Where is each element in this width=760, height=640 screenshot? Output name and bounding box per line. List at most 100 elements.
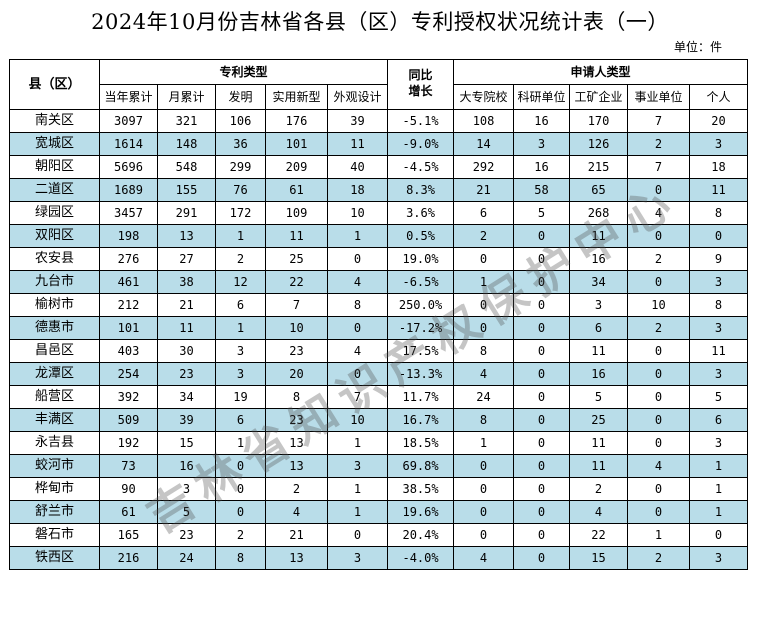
cell-individual: 1 (689, 454, 749, 478)
cell-univ: 24 (453, 385, 515, 409)
cell-utility: 209 (265, 155, 328, 179)
col-header-research: 科研单位 (513, 84, 571, 110)
cell-utility: 2 (265, 477, 328, 501)
cell-design: 18 (326, 178, 389, 202)
cell-month: 23 (157, 362, 216, 386)
cell-design: 39 (326, 109, 389, 133)
cell-industry: 2 (569, 477, 629, 501)
cell-individual: 1 (689, 477, 749, 501)
cell-month: 23 (157, 523, 216, 547)
county-name-cell: 磐石市 (9, 523, 100, 547)
table-row: 永吉县 192 15 1 13 1 18.5% 1 0 11 0 3 (9, 431, 749, 455)
cell-utility: 20 (265, 362, 328, 386)
cell-research: 58 (513, 178, 571, 202)
table-row: 蛟河市 73 16 0 13 3 69.8% 0 0 11 4 1 (9, 454, 749, 478)
cell-invention: 106 (215, 109, 266, 133)
cell-design: 0 (326, 316, 389, 340)
table-row: 舒兰市 61 5 0 4 1 19.6% 0 0 4 0 1 (9, 500, 749, 524)
cell-month: 13 (157, 224, 216, 248)
cell-month: 30 (157, 339, 216, 363)
cell-individual: 1 (689, 500, 749, 524)
cell-univ: 292 (453, 155, 515, 179)
cell-month: 21 (157, 293, 216, 317)
cell-year: 212 (99, 293, 158, 317)
cell-month: 24 (157, 546, 216, 570)
cell-month: 3 (157, 477, 216, 501)
cell-industry: 6 (569, 316, 629, 340)
cell-industry: 215 (569, 155, 629, 179)
cell-design: 0 (326, 362, 389, 386)
cell-individual: 3 (689, 316, 749, 340)
cell-year: 101 (99, 316, 158, 340)
cell-research: 5 (513, 201, 571, 225)
cell-inst: 0 (627, 477, 691, 501)
cell-design: 1 (326, 431, 389, 455)
cell-month: 148 (157, 132, 216, 156)
cell-utility: 4 (265, 500, 328, 524)
cell-individual: 0 (689, 523, 749, 547)
yoy-header: 同比增长 (387, 59, 455, 110)
cell-inst: 0 (627, 339, 691, 363)
cell-univ: 14 (453, 132, 515, 156)
cell-yoy: 3.6% (387, 201, 455, 225)
cell-year: 3457 (99, 201, 158, 225)
cell-design: 4 (326, 270, 389, 294)
table-row: 绿园区 3457 291 172 109 10 3.6% 6 5 268 4 8 (9, 201, 749, 225)
cell-industry: 22 (569, 523, 629, 547)
table-row: 榆树市 212 21 6 7 8 250.0% 0 0 3 10 8 (9, 293, 749, 317)
col-header-year-total: 当年累计 (99, 84, 158, 110)
county-name-cell: 榆树市 (9, 293, 100, 317)
cell-industry: 126 (569, 132, 629, 156)
cell-year: 165 (99, 523, 158, 547)
cell-inst: 0 (627, 270, 691, 294)
cell-research: 16 (513, 155, 571, 179)
table-row: 九台市 461 38 12 22 4 -6.5% 1 0 34 0 3 (9, 270, 749, 294)
cell-month: 291 (157, 201, 216, 225)
county-name-cell: 舒兰市 (9, 500, 100, 524)
cell-inst: 0 (627, 408, 691, 432)
cell-yoy: 8.3% (387, 178, 455, 202)
col-header-invention: 发明 (215, 84, 266, 110)
cell-research: 3 (513, 132, 571, 156)
cell-inst: 2 (627, 132, 691, 156)
cell-month: 5 (157, 500, 216, 524)
cell-industry: 3 (569, 293, 629, 317)
cell-month: 27 (157, 247, 216, 271)
cell-research: 0 (513, 270, 571, 294)
cell-industry: 268 (569, 201, 629, 225)
cell-month: 38 (157, 270, 216, 294)
county-name-cell: 蛟河市 (9, 454, 100, 478)
cell-inst: 0 (627, 500, 691, 524)
cell-research: 0 (513, 431, 571, 455)
cell-inst: 2 (627, 247, 691, 271)
cell-industry: 16 (569, 247, 629, 271)
cell-univ: 0 (453, 500, 515, 524)
cell-yoy: -6.5% (387, 270, 455, 294)
cell-individual: 3 (689, 546, 749, 570)
county-name-cell: 桦甸市 (9, 477, 100, 501)
cell-utility: 101 (265, 132, 328, 156)
col-header-design: 外观设计 (326, 84, 389, 110)
table-row: 船营区 392 34 19 8 7 11.7% 24 0 5 0 5 (9, 385, 749, 409)
cell-invention: 1 (215, 431, 266, 455)
cell-utility: 11 (265, 224, 328, 248)
cell-inst: 0 (627, 224, 691, 248)
cell-month: 321 (157, 109, 216, 133)
col-header-utility: 实用新型 (265, 84, 328, 110)
cell-design: 0 (326, 247, 389, 271)
col-header-institution: 事业单位 (627, 84, 691, 110)
cell-univ: 2 (453, 224, 515, 248)
cell-utility: 21 (265, 523, 328, 547)
county-name-cell: 南关区 (9, 109, 100, 133)
cell-individual: 5 (689, 385, 749, 409)
cell-design: 7 (326, 385, 389, 409)
cell-invention: 6 (215, 293, 266, 317)
cell-design: 0 (326, 523, 389, 547)
cell-research: 0 (513, 224, 571, 248)
cell-invention: 76 (215, 178, 266, 202)
cell-invention: 1 (215, 316, 266, 340)
patent-type-header: 专利类型 (98, 59, 389, 85)
applicant-type-header: 申请人类型 (453, 59, 749, 85)
cell-design: 40 (326, 155, 389, 179)
cell-univ: 1 (453, 270, 515, 294)
